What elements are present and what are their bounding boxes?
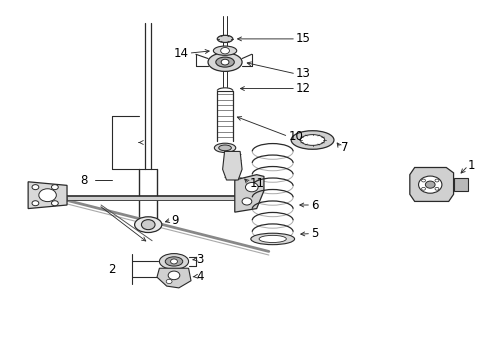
Ellipse shape (134, 217, 162, 233)
Ellipse shape (259, 235, 286, 243)
Circle shape (168, 271, 180, 280)
Text: 15: 15 (295, 32, 310, 45)
Ellipse shape (165, 257, 183, 266)
Circle shape (434, 187, 438, 190)
Text: 1: 1 (467, 159, 475, 172)
Circle shape (421, 179, 425, 182)
Text: 7: 7 (340, 141, 347, 154)
Ellipse shape (300, 135, 324, 145)
Circle shape (421, 187, 425, 190)
Ellipse shape (215, 57, 234, 67)
Circle shape (32, 185, 39, 190)
Circle shape (425, 181, 434, 188)
Text: 2: 2 (108, 263, 116, 276)
Circle shape (418, 176, 441, 193)
Ellipse shape (250, 233, 294, 245)
Ellipse shape (217, 35, 232, 42)
Circle shape (141, 220, 155, 230)
Ellipse shape (159, 253, 188, 269)
Text: 6: 6 (310, 198, 318, 212)
Ellipse shape (290, 131, 333, 149)
Circle shape (170, 259, 177, 264)
Circle shape (434, 179, 438, 182)
Polygon shape (222, 152, 242, 180)
Text: 3: 3 (196, 253, 203, 266)
Ellipse shape (207, 53, 242, 71)
Text: 5: 5 (310, 227, 318, 240)
Polygon shape (234, 175, 264, 212)
Polygon shape (157, 268, 191, 288)
Ellipse shape (213, 46, 236, 55)
Text: 4: 4 (196, 270, 203, 283)
Text: 13: 13 (295, 67, 310, 80)
Circle shape (32, 201, 39, 206)
Text: 8: 8 (81, 174, 88, 186)
Bar (453, 178, 467, 192)
Circle shape (220, 48, 229, 54)
Circle shape (51, 185, 58, 190)
Circle shape (245, 183, 258, 192)
Circle shape (166, 279, 172, 284)
Circle shape (221, 59, 228, 65)
Polygon shape (409, 167, 453, 202)
Circle shape (242, 198, 251, 205)
Polygon shape (28, 182, 67, 208)
Text: 10: 10 (287, 130, 303, 143)
Text: 12: 12 (295, 82, 310, 95)
Circle shape (51, 201, 58, 206)
Polygon shape (67, 196, 234, 201)
Text: 11: 11 (249, 177, 264, 190)
Text: 14: 14 (173, 47, 188, 60)
Text: 9: 9 (171, 213, 179, 226)
Ellipse shape (214, 143, 235, 153)
Ellipse shape (218, 145, 231, 151)
Circle shape (39, 189, 56, 202)
